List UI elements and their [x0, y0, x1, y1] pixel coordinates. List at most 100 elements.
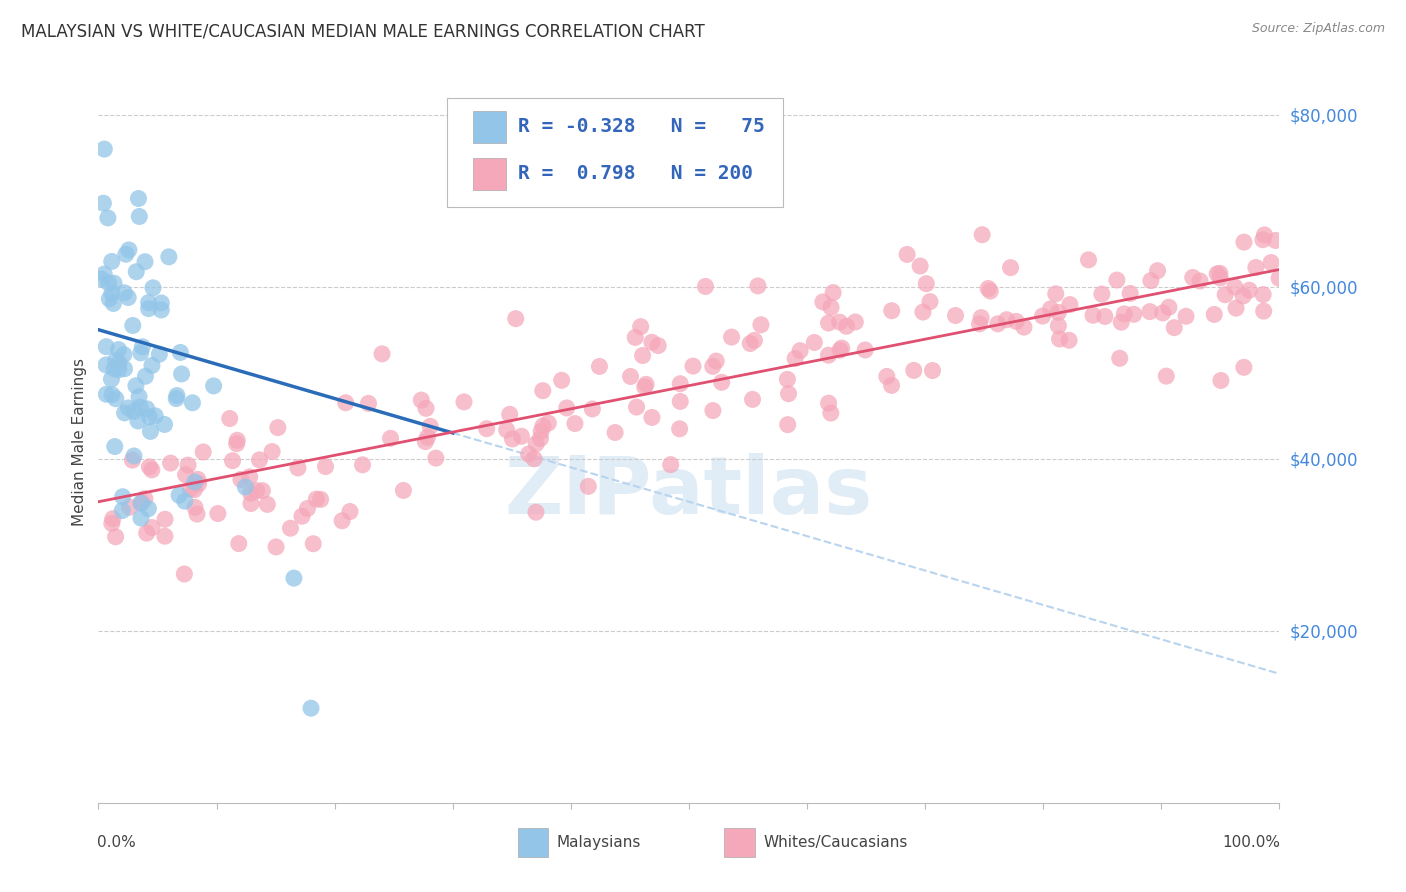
Point — [828, 315, 851, 329]
Point — [624, 330, 647, 344]
Point — [218, 411, 240, 425]
Point — [531, 418, 554, 433]
Point — [853, 343, 876, 357]
Point — [588, 359, 610, 374]
Point — [1146, 263, 1168, 277]
Point — [131, 340, 153, 354]
Text: ZIPatlas: ZIPatlas — [505, 453, 873, 531]
Point — [710, 376, 733, 390]
Point — [1268, 271, 1291, 285]
Point — [1000, 260, 1022, 275]
Point — [96, 340, 118, 354]
Point — [202, 379, 225, 393]
Point — [267, 420, 290, 434]
Point — [972, 227, 994, 242]
Point — [184, 475, 207, 489]
Point — [141, 463, 163, 477]
Point — [128, 210, 150, 224]
Point — [1204, 308, 1226, 322]
Text: Source: ZipAtlas.com: Source: ZipAtlas.com — [1251, 22, 1385, 36]
Point — [603, 425, 626, 440]
Point — [475, 422, 498, 436]
Point — [134, 254, 156, 268]
Point — [100, 372, 122, 386]
Point — [415, 401, 437, 416]
Point — [193, 445, 215, 459]
Point — [173, 494, 195, 508]
Point — [330, 514, 353, 528]
Point — [820, 301, 842, 315]
Text: 0.0%: 0.0% — [97, 835, 136, 850]
Point — [101, 254, 124, 268]
Point — [416, 430, 439, 444]
Point — [776, 417, 799, 432]
Point — [550, 373, 572, 387]
Point — [1005, 314, 1028, 328]
Point — [908, 259, 931, 273]
Point — [183, 483, 205, 497]
Point — [187, 476, 209, 491]
Point — [415, 434, 437, 449]
Point — [101, 516, 124, 531]
Point — [127, 192, 149, 206]
Point — [104, 353, 127, 368]
Point — [115, 247, 138, 261]
Text: Whites/Caucasians: Whites/Caucasians — [763, 835, 908, 850]
Point — [291, 509, 314, 524]
Point — [221, 454, 243, 468]
Point — [299, 701, 322, 715]
Point — [1188, 274, 1211, 288]
Point — [153, 529, 176, 543]
Point — [896, 247, 918, 261]
Point — [524, 436, 547, 450]
Point — [1045, 286, 1067, 301]
Point — [501, 432, 523, 446]
Point — [131, 495, 153, 509]
Point — [264, 540, 287, 554]
Point — [880, 378, 903, 392]
Point — [702, 403, 724, 417]
Point — [630, 319, 652, 334]
Point — [187, 472, 209, 486]
Point — [179, 482, 201, 496]
Bar — [724, 828, 755, 857]
Point — [1139, 304, 1161, 318]
Point — [495, 423, 517, 437]
Point — [101, 286, 124, 301]
Point — [880, 303, 903, 318]
Point — [903, 363, 925, 377]
Point — [1206, 267, 1229, 281]
Point — [811, 295, 834, 310]
Point — [107, 362, 129, 376]
Point — [315, 459, 337, 474]
Point — [969, 317, 991, 331]
Text: Malaysians: Malaysians — [557, 835, 641, 850]
Point — [970, 310, 993, 325]
Point — [181, 396, 204, 410]
Point — [177, 458, 200, 472]
Point — [1122, 307, 1144, 321]
Point — [125, 265, 148, 279]
Point — [1223, 280, 1246, 294]
Point — [143, 409, 166, 423]
FancyBboxPatch shape — [447, 98, 783, 207]
Point — [280, 521, 302, 535]
Point — [1119, 286, 1142, 301]
Point — [1140, 274, 1163, 288]
Point — [1233, 360, 1256, 375]
Point — [1175, 310, 1198, 324]
Point — [96, 387, 118, 401]
Point — [97, 276, 120, 290]
Point — [283, 571, 305, 585]
Point — [776, 372, 799, 386]
Point — [510, 429, 533, 443]
Point — [1232, 289, 1254, 303]
Point — [1233, 235, 1256, 249]
Point — [659, 458, 682, 472]
Point — [118, 243, 141, 257]
Point — [1047, 318, 1070, 333]
Text: MALAYSIAN VS WHITE/CAUCASIAN MEDIAN MALE EARNINGS CORRELATION CHART: MALAYSIAN VS WHITE/CAUCASIAN MEDIAN MALE… — [21, 22, 704, 40]
Point — [634, 380, 657, 394]
Point — [1213, 287, 1236, 301]
Point — [129, 346, 152, 360]
